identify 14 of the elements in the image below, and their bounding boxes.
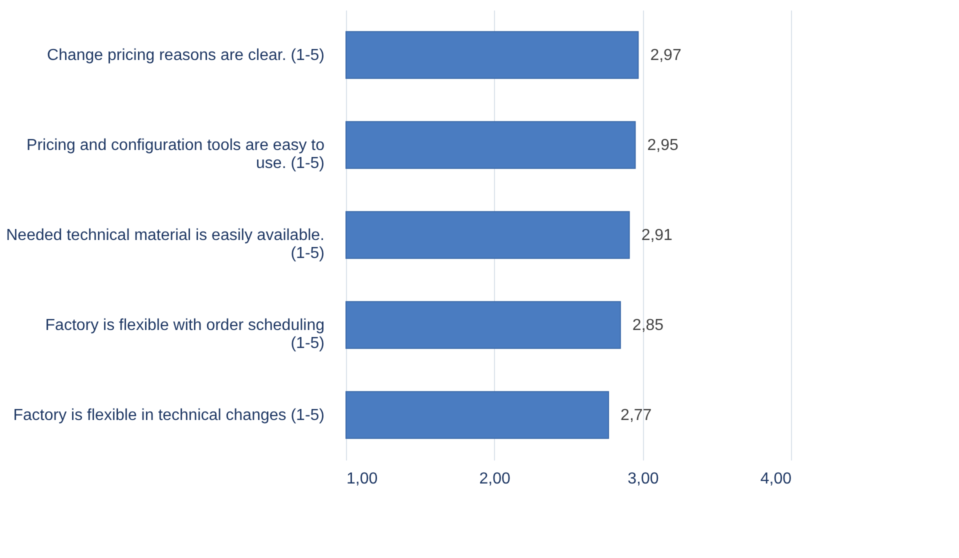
x-tick-label: 1,00 (346, 470, 378, 488)
y-tick-label: Needed technical material is easily available. (1-5) (6, 227, 324, 262)
data-label: 2,77 (620, 407, 652, 424)
x-tick-label: 2,00 (479, 470, 511, 488)
y-tick-label: Factory is flexible in technical changes (1-5) (13, 407, 324, 424)
y-tick-label: Factory is flexible with order scheduling (1-5) (45, 317, 324, 352)
data-label: 2,97 (650, 47, 682, 64)
y-tick-label: Pricing and configuration tools are easy to use. (1-5) (26, 137, 325, 172)
x-tick-label: 4,00 (760, 470, 792, 488)
data-label: 2,85 (632, 317, 664, 334)
data-label: 2,91 (641, 227, 673, 244)
data-label: 2,95 (647, 137, 678, 154)
y-tick-label: Change pricing reasons are clear. (1-5) (47, 47, 324, 64)
x-tick-label: 3,00 (628, 470, 659, 488)
